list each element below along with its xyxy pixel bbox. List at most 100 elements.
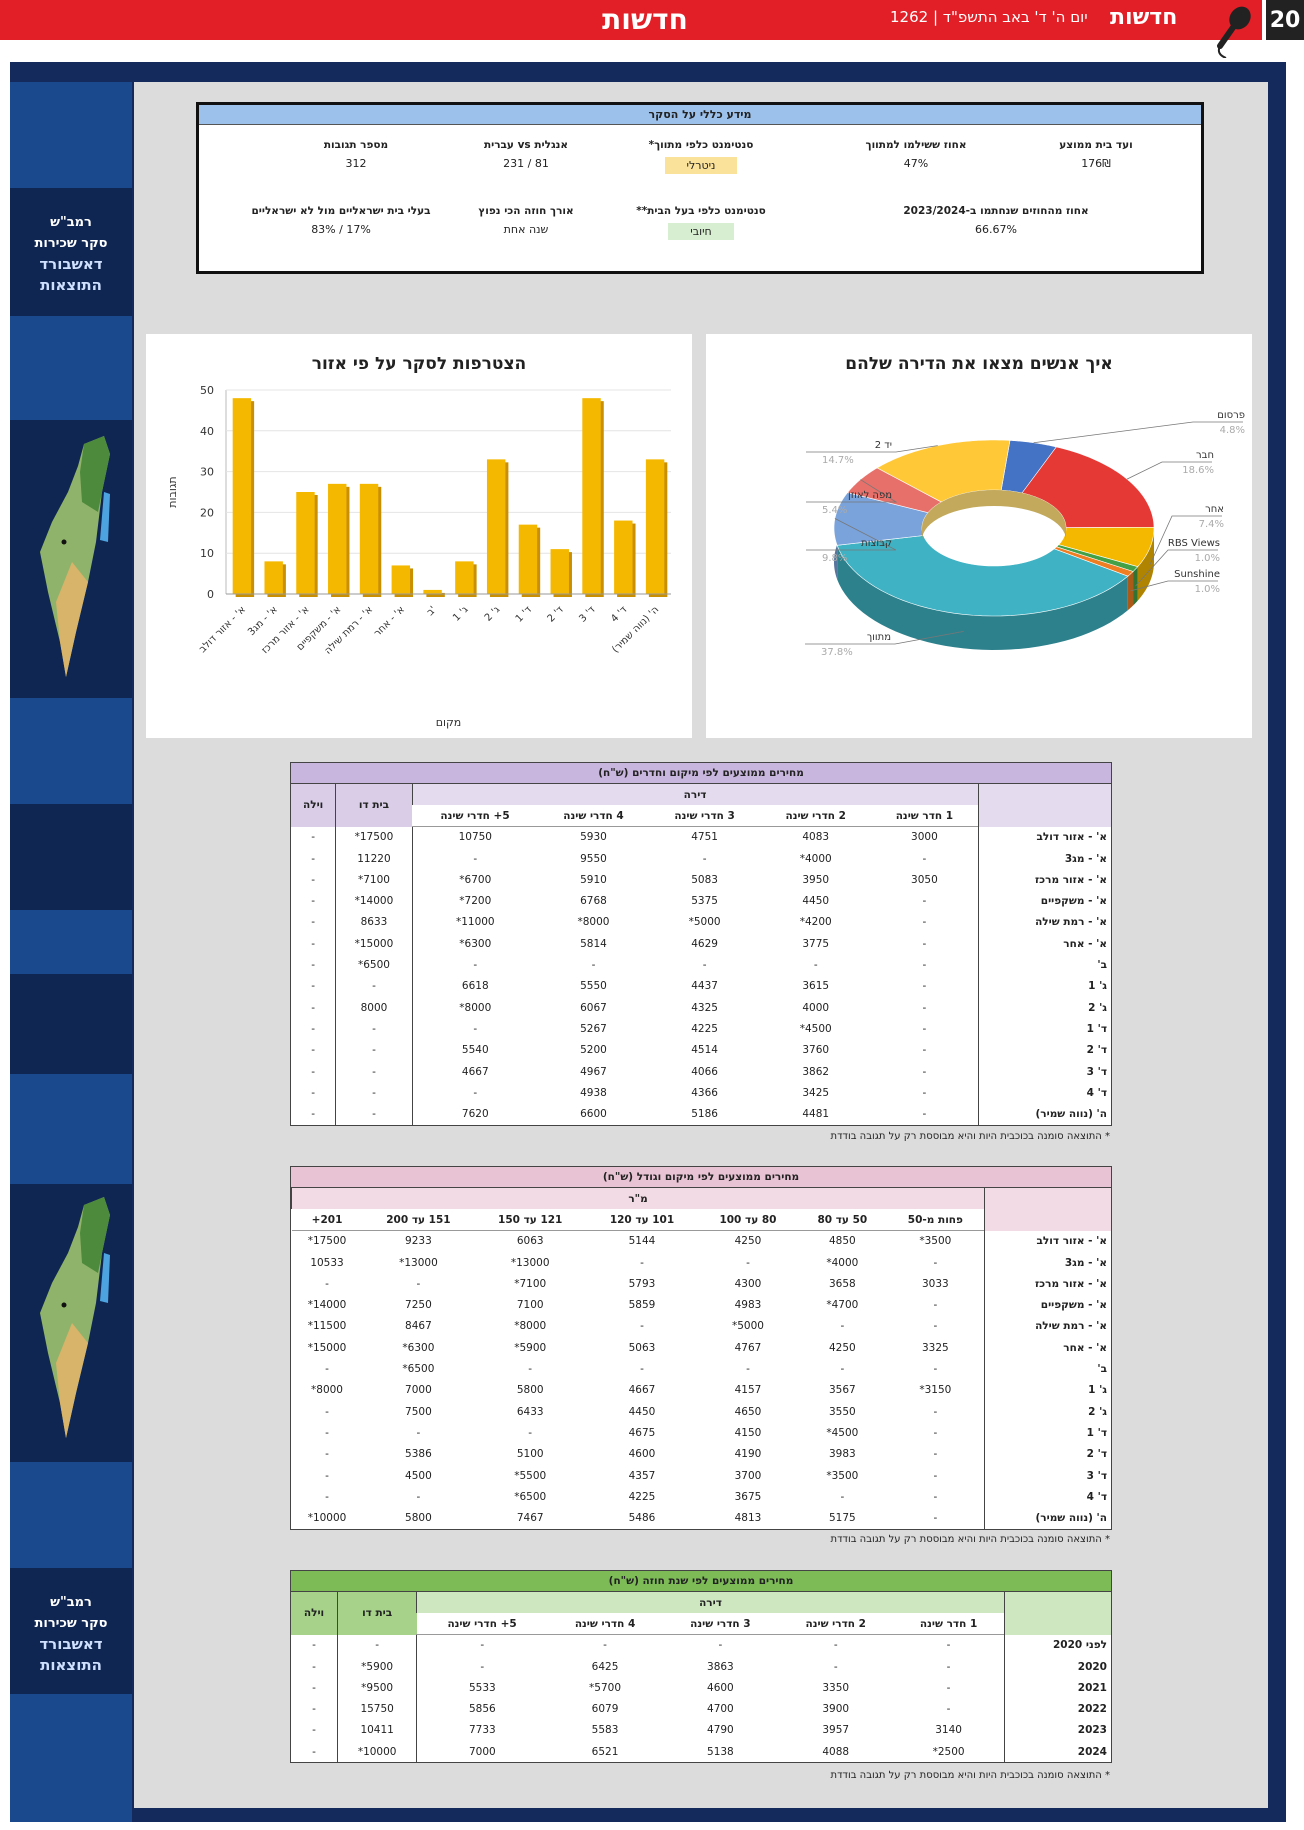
villa-header: וילה: [291, 784, 336, 827]
table-cell: 4938: [580, 1086, 607, 1099]
bar: [518, 524, 538, 594]
pie-label: קבוצות: [861, 538, 892, 549]
table-row: ד' 3 - 3500* 3700 4357 5500* 4500 -: [292, 1464, 1111, 1487]
column-header: 101 עד 120: [586, 1209, 698, 1232]
table-cell: 6425: [591, 1660, 619, 1673]
table-cell: 17500*: [307, 1235, 347, 1248]
pie-chart: פרסום 4.8% חבר 18.6% אחר 7.4% RBS Views 1.0% Sun…: [805, 410, 1245, 658]
table-cell: 4000*: [826, 1256, 859, 1269]
table-row: א' - רמת שילה - - 5000* - 8000* 8467 11500*: [292, 1315, 1111, 1338]
table-cell: 4437: [691, 980, 718, 993]
table-cell: -: [933, 1320, 938, 1333]
table-cell: -: [416, 1655, 548, 1678]
x-tick-label: ד' 3: [577, 604, 598, 625]
brand-logo: חדשות: [1110, 5, 1178, 30]
table-cell: 8000*: [577, 916, 610, 929]
bar-chart-panel: הצטרפות לסקר על פי אזור 0 10 20 30 40 50 א' - …: [146, 334, 692, 738]
table-cell: -: [933, 1490, 938, 1503]
table-row: ה' (נווה שמיר) -4481 5186 6600 7620- -: [291, 1103, 1111, 1125]
table-row: א' - אזור דולב 3500* 4850 4250 5144 6063 9233 1…: [292, 1230, 1111, 1252]
table-cell: 4675: [628, 1426, 656, 1439]
table-cell: 7733: [416, 1719, 548, 1742]
table-cell: 5000*: [731, 1320, 764, 1333]
info-cell: אחוז ששילמו למתווך 47%: [865, 139, 967, 170]
pie-slice-side: [837, 545, 1128, 650]
leader-line: [1130, 580, 1218, 592]
table-cell: -: [311, 916, 316, 929]
table-cell: 3325: [921, 1341, 949, 1354]
table-cell: 3567: [828, 1384, 856, 1397]
table-cell: 4600: [707, 1681, 734, 1694]
table-cell: 14000*: [335, 890, 413, 912]
table-cell: -: [325, 1426, 329, 1439]
table-cell: 4157: [734, 1384, 762, 1397]
bar: [455, 561, 474, 594]
table-cell: -: [411, 1018, 538, 1040]
y-tick-label: 0: [207, 588, 214, 601]
villa-header: וילה: [291, 1592, 338, 1635]
table-cell: 3950: [802, 873, 830, 886]
y-tick-label: 20: [200, 506, 214, 519]
table-row: ד' 4-3425 4366 4938- - -: [291, 1082, 1111, 1104]
pie-label: מתווך: [867, 632, 891, 643]
table-row: א' - אזור מרכז 3033 3658 4300 5793 7100* - -: [292, 1273, 1111, 1295]
pie-label: אחר: [1205, 504, 1224, 515]
table3-caption: מחירים ממוצעים לפי שנת חוזה (ש"ח): [291, 1571, 1111, 1592]
row-label: ג' 2: [984, 1400, 1111, 1423]
table-cell: 4700: [707, 1703, 734, 1716]
row-label: ד' 2: [977, 1039, 1111, 1061]
table-cell: -: [411, 847, 538, 870]
table-row: א' - משקפיים - 4700* 4983 5859 7100 7250 14000*: [292, 1294, 1111, 1316]
table1-caption: מחירים ממוצעים לפי מיקום וחדרים (ש"ח): [291, 763, 1111, 784]
table-cell: -: [702, 959, 707, 972]
table-cell: 5267: [580, 1022, 607, 1035]
x-tick-label: ד' 4: [609, 604, 630, 625]
row-label: 2024: [1003, 1741, 1111, 1763]
table-cell: 4667: [411, 1060, 538, 1083]
table-cell: -: [311, 852, 316, 865]
table-price-by-size: מחירים ממוצעים לפי מיקום וגודל (ש"ח) מ"ר…: [290, 1166, 1112, 1530]
table-cell: 15000*: [307, 1341, 347, 1354]
table-cell: -: [933, 1256, 938, 1269]
table-cell: -: [922, 1065, 927, 1078]
bar: [486, 459, 506, 594]
table-cell: -: [922, 916, 927, 929]
table-cell: 5144: [628, 1235, 656, 1248]
bar: [582, 398, 601, 594]
table-cell: 6063: [516, 1235, 544, 1248]
table-cell: -: [946, 1660, 951, 1673]
x-tick-label: ג' 1: [451, 604, 470, 623]
table-cell: 4767: [734, 1341, 762, 1354]
row-label: א' - אחר: [984, 1337, 1111, 1359]
table-cell: -: [702, 852, 707, 865]
table-cell: 4850: [828, 1235, 856, 1248]
column-header: 5+ חדרי שינה: [412, 805, 538, 828]
page-header: חדשות יום ה' ד' באב התשפ"ד | 1262 חדשות …: [0, 0, 1304, 58]
table-cell: -: [335, 1018, 413, 1040]
x-tick-label: ד' 1: [514, 604, 535, 625]
x-tick-label: ב': [425, 604, 439, 618]
microphone-icon: [1217, 6, 1251, 58]
table-cell: 11500*: [307, 1320, 347, 1333]
table-cell: -: [311, 1001, 316, 1014]
table-cell: -: [922, 959, 927, 972]
row-label: 2020: [1003, 1655, 1111, 1678]
table-cell: 5000*: [688, 916, 721, 929]
table-cell: -: [312, 1660, 316, 1673]
row-label: א' - אזור מרכז: [977, 869, 1111, 891]
table-cell: -: [325, 1448, 329, 1461]
row-label: ד' 1: [984, 1422, 1111, 1444]
israel-map-image: [40, 1197, 110, 1438]
row-label: ב': [977, 954, 1111, 976]
table-cell: 3425: [802, 1086, 830, 1099]
page-number: 20: [1266, 0, 1304, 40]
table-cell: -: [416, 1490, 421, 1503]
table-row: א' - משקפיים - 4450 5375 6768 7200* 14000* -: [291, 890, 1111, 912]
table-cell: -: [311, 1065, 316, 1078]
table-cell: -: [640, 1363, 644, 1376]
table-cell: -: [946, 1639, 951, 1652]
info-title: מידע כללי על הסקר: [199, 105, 1201, 125]
table-cell: -: [325, 1490, 329, 1503]
table-cell: 6618: [411, 975, 538, 997]
table-cell: 11220: [335, 847, 413, 870]
